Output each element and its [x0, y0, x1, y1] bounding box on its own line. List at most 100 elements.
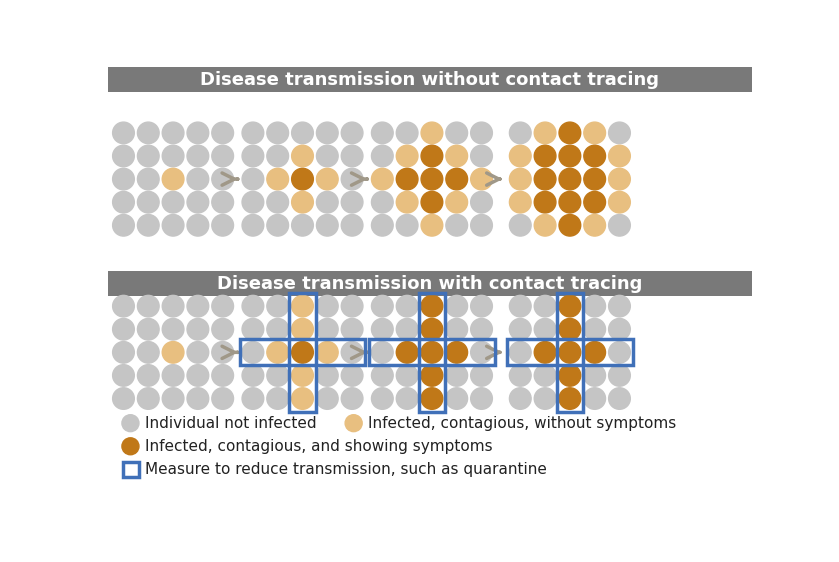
Circle shape: [534, 168, 556, 190]
Text: Infected, contagious, and showing symptoms: Infected, contagious, and showing sympto…: [145, 439, 492, 454]
Circle shape: [608, 168, 630, 190]
Circle shape: [509, 145, 531, 167]
Circle shape: [162, 122, 184, 144]
Circle shape: [162, 319, 184, 340]
Text: Disease transmission with contact tracing: Disease transmission with contact tracin…: [217, 275, 643, 293]
Circle shape: [421, 388, 443, 409]
Circle shape: [242, 342, 263, 363]
Circle shape: [242, 145, 263, 167]
Circle shape: [211, 342, 233, 363]
Circle shape: [534, 145, 556, 167]
Circle shape: [509, 122, 531, 144]
Text: Measure to reduce transmission, such as quarantine: Measure to reduce transmission, such as …: [145, 462, 547, 477]
Circle shape: [559, 168, 581, 190]
Circle shape: [162, 145, 184, 167]
Circle shape: [138, 319, 159, 340]
Circle shape: [584, 296, 606, 317]
Circle shape: [396, 388, 418, 409]
Circle shape: [608, 122, 630, 144]
Circle shape: [122, 438, 139, 455]
Circle shape: [559, 145, 581, 167]
Circle shape: [112, 388, 134, 409]
Circle shape: [471, 122, 492, 144]
Circle shape: [242, 319, 263, 340]
Circle shape: [242, 296, 263, 317]
Circle shape: [446, 168, 467, 190]
Circle shape: [138, 145, 159, 167]
Circle shape: [372, 388, 393, 409]
Bar: [507, 339, 633, 365]
Circle shape: [242, 388, 263, 409]
Circle shape: [509, 365, 531, 386]
Circle shape: [446, 192, 467, 213]
Circle shape: [341, 145, 363, 167]
Circle shape: [446, 365, 467, 386]
Circle shape: [112, 296, 134, 317]
Circle shape: [292, 215, 313, 236]
Bar: [108, 271, 752, 296]
Circle shape: [534, 122, 556, 144]
Circle shape: [316, 145, 338, 167]
Circle shape: [534, 388, 556, 409]
Circle shape: [292, 192, 313, 213]
Circle shape: [471, 342, 492, 363]
Circle shape: [396, 145, 418, 167]
Circle shape: [584, 192, 606, 213]
Circle shape: [242, 215, 263, 236]
Circle shape: [608, 215, 630, 236]
Circle shape: [138, 168, 159, 190]
Circle shape: [509, 215, 531, 236]
Circle shape: [608, 296, 630, 317]
Circle shape: [341, 215, 363, 236]
Circle shape: [187, 145, 209, 167]
Circle shape: [534, 365, 556, 386]
Circle shape: [421, 122, 443, 144]
Circle shape: [509, 319, 531, 340]
Circle shape: [187, 365, 209, 386]
Circle shape: [509, 168, 531, 190]
Circle shape: [112, 192, 134, 213]
Circle shape: [446, 296, 467, 317]
Circle shape: [162, 365, 184, 386]
Circle shape: [316, 388, 338, 409]
Circle shape: [341, 342, 363, 363]
Circle shape: [471, 168, 492, 190]
Circle shape: [316, 342, 338, 363]
Circle shape: [559, 122, 581, 144]
Circle shape: [292, 296, 313, 317]
Text: Disease transmission without contact tracing: Disease transmission without contact tra…: [200, 71, 659, 89]
Circle shape: [584, 388, 606, 409]
Circle shape: [396, 192, 418, 213]
Circle shape: [187, 296, 209, 317]
Circle shape: [584, 145, 606, 167]
Circle shape: [559, 215, 581, 236]
Circle shape: [534, 319, 556, 340]
Circle shape: [372, 192, 393, 213]
Circle shape: [396, 122, 418, 144]
Circle shape: [421, 145, 443, 167]
Circle shape: [372, 122, 393, 144]
Circle shape: [509, 342, 531, 363]
Circle shape: [421, 342, 443, 363]
Bar: [369, 339, 495, 365]
Circle shape: [396, 296, 418, 317]
Circle shape: [112, 122, 134, 144]
Circle shape: [112, 168, 134, 190]
Circle shape: [267, 145, 289, 167]
Circle shape: [316, 215, 338, 236]
Circle shape: [211, 192, 233, 213]
Circle shape: [608, 192, 630, 213]
Circle shape: [446, 122, 467, 144]
Circle shape: [316, 192, 338, 213]
Circle shape: [138, 122, 159, 144]
Circle shape: [608, 365, 630, 386]
Circle shape: [267, 296, 289, 317]
Circle shape: [559, 388, 581, 409]
Circle shape: [421, 168, 443, 190]
Circle shape: [471, 388, 492, 409]
Circle shape: [608, 388, 630, 409]
Circle shape: [446, 145, 467, 167]
Circle shape: [211, 145, 233, 167]
Circle shape: [292, 388, 313, 409]
Circle shape: [372, 215, 393, 236]
